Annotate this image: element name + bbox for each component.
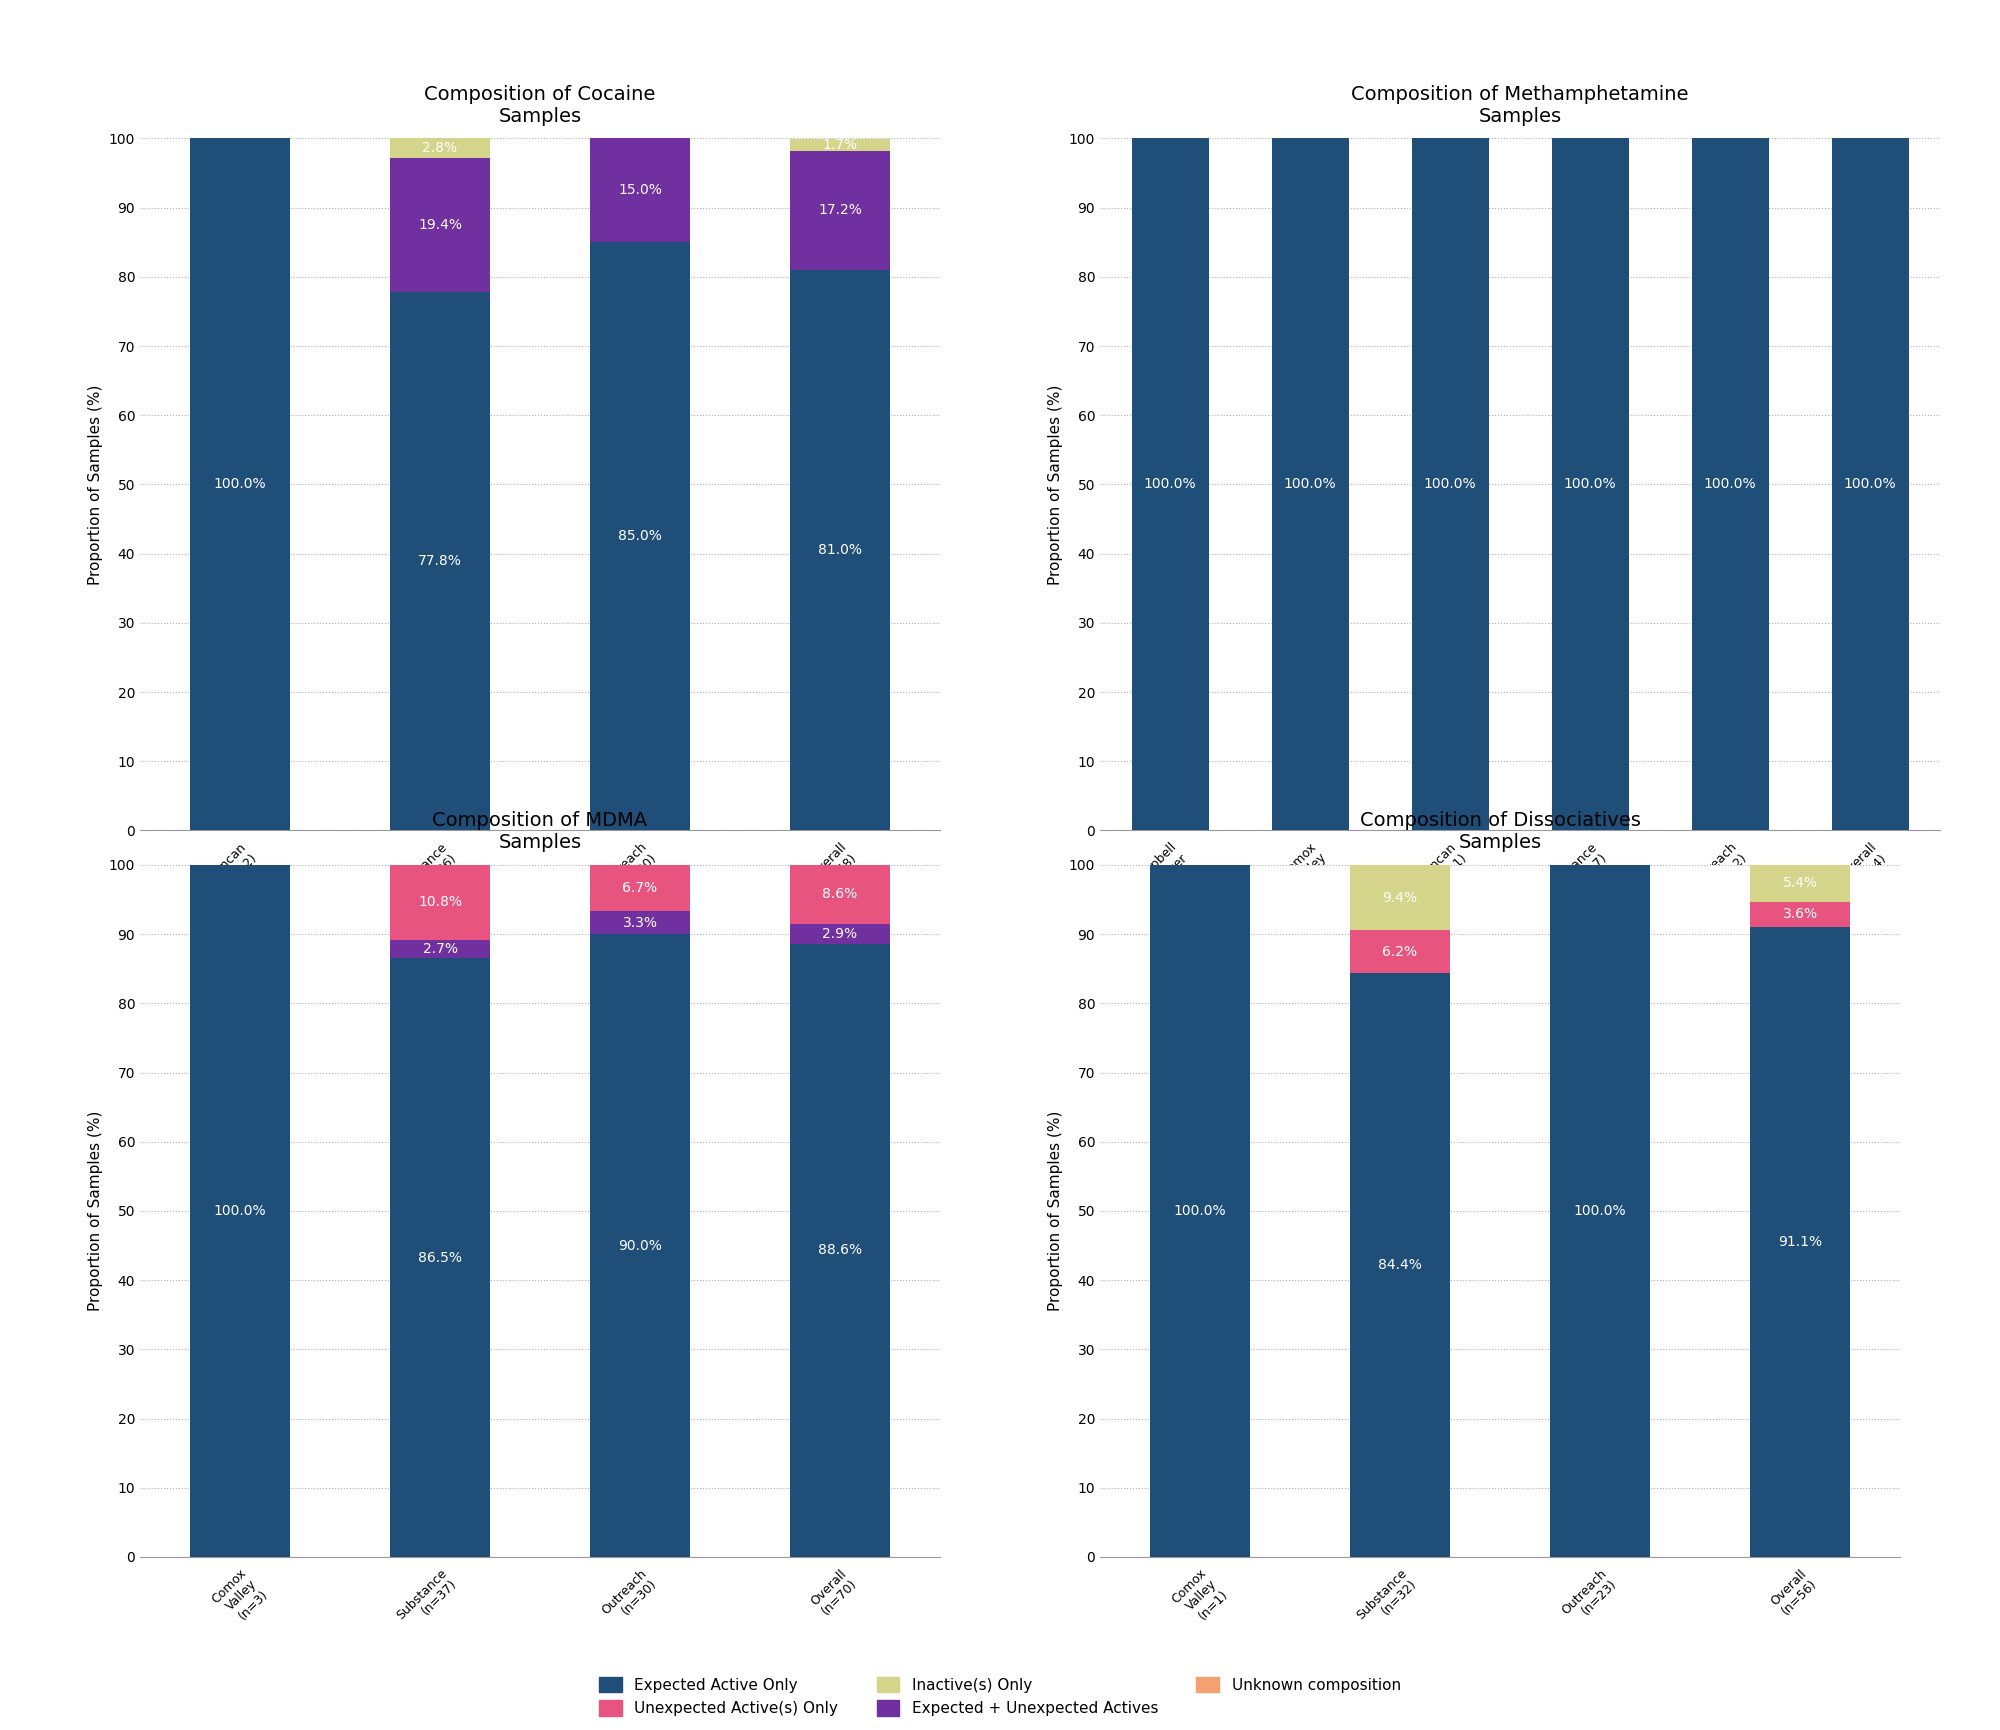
Title: Composition of MDMA
Samples: Composition of MDMA Samples [432, 811, 648, 853]
Bar [1350, 865, 1450, 931]
Bar [590, 138, 690, 242]
Text: 15.0%: 15.0% [618, 183, 662, 197]
Text: 100.0%: 100.0% [1704, 477, 1756, 491]
Title: Composition of Cocaine
Samples: Composition of Cocaine Samples [424, 85, 656, 126]
Text: 100.0%: 100.0% [1844, 477, 1896, 491]
Bar [390, 138, 490, 157]
Title: Composition of Dissociatives
Samples: Composition of Dissociatives Samples [1360, 811, 1640, 853]
Text: 2.9%: 2.9% [822, 927, 858, 941]
Bar [1550, 865, 1650, 1557]
Y-axis label: Proportion of Samples (%): Proportion of Samples (%) [88, 1111, 104, 1311]
Text: 100.0%: 100.0% [214, 1204, 266, 1218]
Bar [1750, 927, 1850, 1557]
Bar [1350, 972, 1450, 1557]
Text: 1.7%: 1.7% [822, 138, 858, 152]
Text: 10.8%: 10.8% [418, 896, 462, 910]
Bar [390, 939, 490, 958]
Bar [1552, 138, 1628, 830]
Bar [1832, 138, 1908, 830]
Text: 6.2%: 6.2% [1382, 945, 1418, 958]
Text: 17.2%: 17.2% [818, 204, 862, 218]
Text: 9.4%: 9.4% [1382, 891, 1418, 905]
Bar [1150, 865, 1250, 1557]
Y-axis label: Proportion of Samples (%): Proportion of Samples (%) [88, 384, 104, 585]
Text: 90.0%: 90.0% [618, 1239, 662, 1253]
Bar [390, 865, 490, 939]
Text: 84.4%: 84.4% [1378, 1258, 1422, 1272]
Text: 6.7%: 6.7% [622, 881, 658, 894]
Y-axis label: Proportion of Samples (%): Proportion of Samples (%) [1048, 1111, 1064, 1311]
Text: 2.8%: 2.8% [422, 142, 458, 156]
Text: 91.1%: 91.1% [1778, 1235, 1822, 1249]
Bar [190, 138, 290, 830]
Bar [590, 934, 690, 1557]
Text: 100.0%: 100.0% [1174, 1204, 1226, 1218]
Bar [790, 945, 890, 1557]
Text: 100.0%: 100.0% [1424, 477, 1476, 491]
Bar [1350, 931, 1450, 972]
Text: 100.0%: 100.0% [1284, 477, 1336, 491]
Text: 100.0%: 100.0% [1144, 477, 1196, 491]
Text: 77.8%: 77.8% [418, 554, 462, 567]
Bar [1750, 901, 1850, 927]
Bar [590, 912, 690, 934]
Text: 2.7%: 2.7% [422, 943, 458, 957]
Bar [790, 138, 890, 151]
Bar [190, 865, 290, 1557]
Text: 100.0%: 100.0% [1574, 1204, 1626, 1218]
Bar [790, 924, 890, 945]
Text: 3.3%: 3.3% [622, 915, 658, 929]
Bar [390, 292, 490, 830]
Text: 5.4%: 5.4% [1782, 875, 1818, 889]
Text: 19.4%: 19.4% [418, 218, 462, 232]
Text: 88.6%: 88.6% [818, 1244, 862, 1258]
Text: 86.5%: 86.5% [418, 1251, 462, 1265]
Bar [1412, 138, 1488, 830]
Legend: Expected Active Only, Unexpected Active(s) Only, Inactive(s) Only, Expected + Un: Expected Active Only, Unexpected Active(… [594, 1671, 1406, 1723]
Text: 100.0%: 100.0% [214, 477, 266, 491]
Bar [390, 958, 490, 1557]
Text: 85.0%: 85.0% [618, 529, 662, 543]
Title: Composition of Methamphetamine
Samples: Composition of Methamphetamine Samples [1352, 85, 1688, 126]
Bar [1132, 138, 1208, 830]
Text: 81.0%: 81.0% [818, 543, 862, 557]
Bar [790, 270, 890, 830]
Text: 3.6%: 3.6% [1782, 907, 1818, 920]
Bar [790, 151, 890, 270]
Bar [1692, 138, 1768, 830]
Bar [1272, 138, 1348, 830]
Bar [590, 865, 690, 912]
Text: 100.0%: 100.0% [1564, 477, 1616, 491]
Bar [590, 242, 690, 830]
Y-axis label: Proportion of Samples (%): Proportion of Samples (%) [1048, 384, 1064, 585]
Text: 8.6%: 8.6% [822, 887, 858, 901]
Bar [790, 865, 890, 924]
Bar [390, 157, 490, 292]
Bar [1750, 865, 1850, 901]
